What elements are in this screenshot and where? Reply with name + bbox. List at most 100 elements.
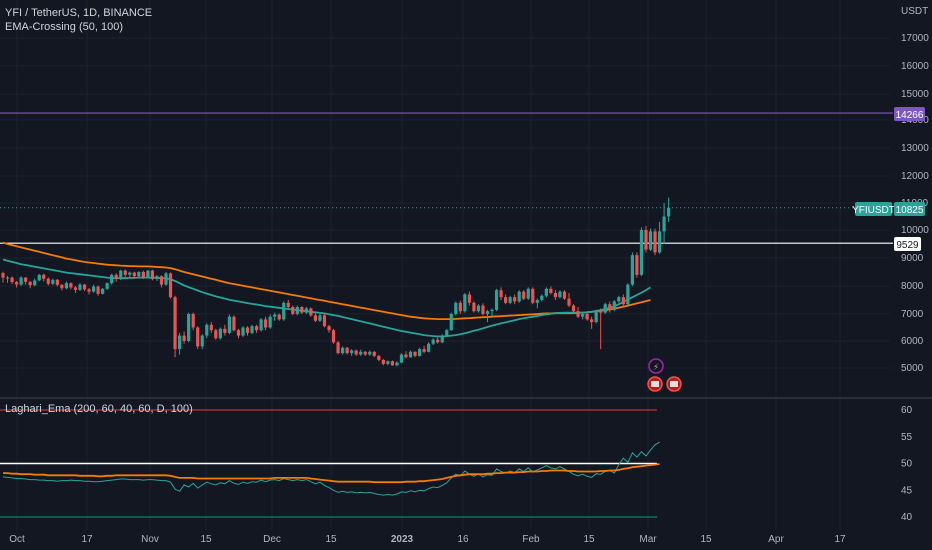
candle	[395, 361, 399, 367]
candle	[431, 338, 435, 346]
last-price-tag-bg	[894, 202, 925, 216]
osc-tick-label: 40	[901, 512, 913, 523]
symbol-tag-bg	[855, 202, 892, 216]
candle	[381, 359, 385, 366]
candle-body	[580, 314, 585, 317]
candle-body	[535, 300, 539, 303]
price-tick-label: 17000	[901, 33, 929, 44]
ema-100-line	[2, 241, 651, 321]
candle	[522, 290, 526, 300]
candle-body	[69, 283, 73, 288]
price-levels[interactable]	[0, 112, 893, 244]
candle-body	[345, 347, 349, 354]
candle-body	[553, 293, 558, 298]
candle-body	[436, 339, 440, 343]
candle-body	[55, 279, 59, 285]
candle	[259, 318, 263, 332]
last-price-tag-text: 10825	[896, 205, 924, 216]
candle	[223, 324, 227, 336]
candle-body	[372, 351, 376, 356]
candle-body	[508, 297, 512, 303]
candle-body	[395, 362, 399, 366]
laghari-ema-legend[interactable]: Laghari_Ema (200, 60, 40, 60, D, 100)	[5, 403, 193, 415]
osc-slow-line	[3, 463, 660, 484]
support-tag-text: 9529	[896, 240, 919, 251]
candle	[254, 324, 259, 333]
candle-body	[264, 319, 268, 328]
candle	[64, 281, 68, 290]
candle-body	[250, 326, 254, 333]
candle	[60, 284, 64, 291]
candle	[458, 300, 462, 314]
candle-body	[630, 255, 634, 285]
candle-body	[128, 272, 132, 275]
dividend-event-icon[interactable]	[648, 358, 664, 374]
candle	[404, 351, 408, 359]
candle-body	[408, 351, 413, 358]
flag-icon	[651, 381, 659, 387]
candle-body	[341, 347, 345, 354]
candle-body	[648, 231, 653, 250]
price-tick-label: 6000	[901, 336, 924, 347]
candle	[78, 283, 82, 292]
time-tick-label: Dec	[263, 534, 281, 545]
candle-body	[268, 316, 272, 328]
candle	[535, 298, 539, 309]
time-axis[interactable]: Oct 17 Nov 15 Dec 15 2023 16 Feb 15 Mar 15 Apr 17	[9, 534, 846, 545]
candle	[476, 304, 481, 313]
candle-body	[173, 297, 177, 350]
candle-body	[218, 328, 222, 339]
candle-body	[304, 308, 308, 313]
candle-body	[300, 307, 304, 313]
price-tick-label: 10000	[901, 225, 929, 236]
candle	[558, 290, 562, 299]
time-tick-label: 15	[200, 534, 212, 545]
candle-body	[431, 339, 435, 344]
candle	[241, 326, 245, 337]
candle	[590, 316, 594, 329]
candle	[630, 252, 634, 286]
symbol-title[interactable]: YFI / TetherUS, 1D, BINANCE	[5, 7, 153, 19]
candle	[331, 328, 336, 344]
currency-label: USDT	[901, 6, 928, 17]
candle	[413, 351, 417, 358]
candle	[105, 282, 109, 290]
candle-body	[196, 327, 200, 347]
candle-body	[327, 326, 331, 331]
candle	[517, 290, 521, 303]
resistance-price-tag: 14266	[894, 107, 925, 121]
candle-body	[417, 349, 422, 356]
candle	[390, 360, 395, 366]
candle	[28, 280, 32, 289]
candle	[232, 315, 236, 332]
candle-body	[458, 302, 462, 312]
candle	[187, 312, 191, 343]
event-icons[interactable]: ⚡	[647, 358, 682, 392]
candle-body	[657, 231, 662, 253]
candle-body	[517, 291, 521, 302]
candle	[55, 279, 59, 287]
candle-body	[526, 288, 530, 299]
candle-body	[254, 326, 259, 331]
candle-body	[101, 288, 105, 294]
candle	[300, 306, 304, 314]
candle	[250, 324, 254, 335]
candle-body	[223, 328, 227, 333]
candle	[273, 312, 277, 321]
candle	[513, 294, 517, 305]
price-tick-label: 13000	[901, 143, 929, 154]
candle	[141, 270, 145, 279]
candle	[526, 287, 530, 300]
ema-crossing-legend[interactable]: EMA-Crossing (50, 100)	[5, 21, 123, 33]
candle	[657, 221, 662, 254]
candle-body	[585, 314, 589, 320]
candle-body	[1, 273, 5, 278]
candle-body	[42, 274, 46, 279]
candle-body	[64, 283, 68, 289]
candle-body	[467, 294, 471, 303]
time-tick-label: 15	[583, 534, 595, 545]
candle-body	[150, 270, 155, 279]
oscillator-axis[interactable]: 60 55 50 45 40	[901, 405, 913, 523]
candle-body	[363, 351, 367, 355]
